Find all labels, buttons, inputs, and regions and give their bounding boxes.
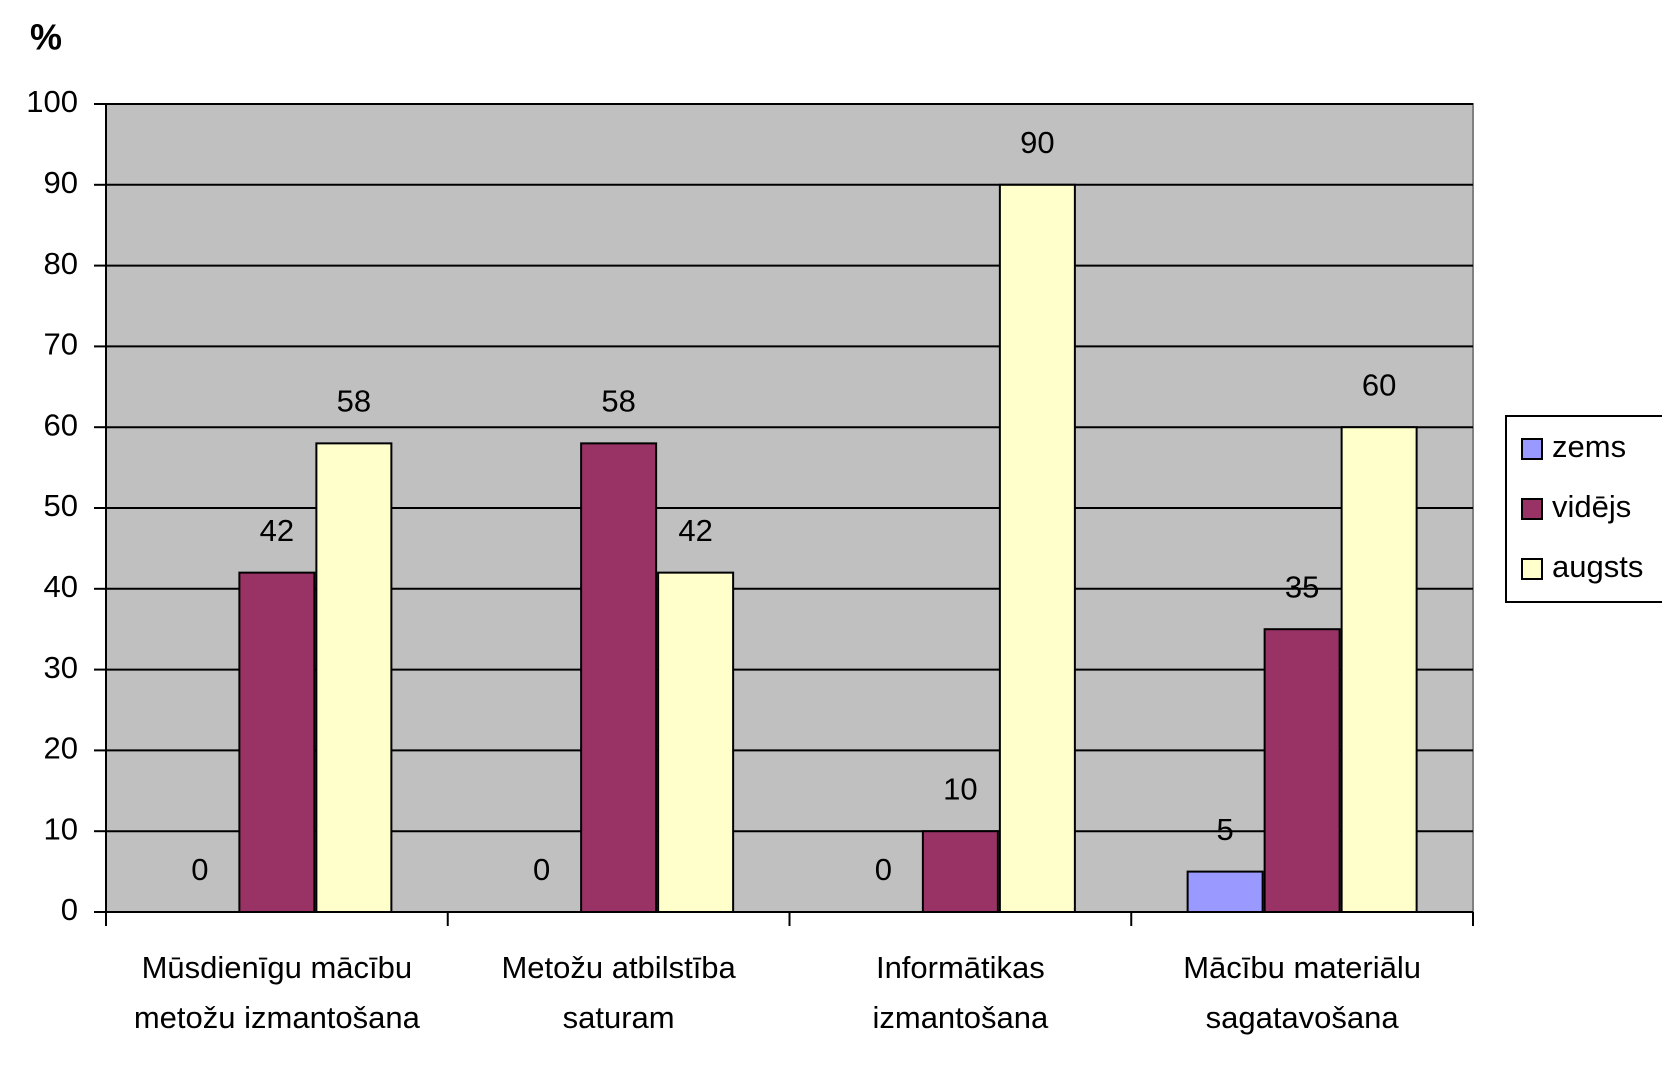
data-label: 0: [533, 852, 550, 887]
data-label: 10: [943, 771, 977, 806]
bar: [1263, 628, 1341, 913]
bar: [1340, 426, 1418, 913]
y-tick-label: 60: [44, 407, 78, 442]
y-tick-label: 80: [44, 246, 78, 281]
legend-label: vidējs: [1552, 489, 1631, 524]
data-label: 58: [601, 384, 635, 419]
bar: [238, 571, 316, 913]
bar: [657, 571, 735, 913]
data-label: 0: [191, 852, 208, 887]
y-tick-label: 90: [44, 165, 78, 200]
y-tick-label: 40: [44, 569, 78, 604]
legend-swatch: [1521, 558, 1543, 580]
legend-label: augsts: [1552, 549, 1643, 584]
x-tick-label: Mūsdienīgu mācību metožu izmantošana: [133, 950, 420, 1035]
bar: [315, 442, 393, 913]
data-label: 42: [678, 513, 712, 548]
y-tick-label: 100: [26, 84, 78, 119]
y-tick-label: 50: [44, 488, 78, 523]
data-label: 5: [1217, 812, 1234, 847]
y-tick-label: 0: [61, 892, 78, 927]
y-tick-label: 30: [44, 650, 78, 685]
x-tick-label: Metožu atbilstība saturam: [501, 950, 736, 1035]
bar: [921, 830, 999, 914]
y-tick-label: 10: [44, 811, 78, 846]
data-label: 90: [1020, 125, 1054, 160]
y-tick-label: 20: [44, 731, 78, 766]
bar: [1186, 870, 1264, 913]
data-label: 0: [875, 852, 892, 887]
x-tick-label: Informātikas izmantošana: [872, 950, 1049, 1035]
y-tick-label: 70: [44, 327, 78, 362]
data-label: 35: [1285, 569, 1319, 604]
y-axis-label: %: [30, 17, 62, 58]
data-label: 58: [337, 384, 371, 419]
data-label: 60: [1362, 367, 1396, 402]
bar: [580, 442, 658, 913]
legend-label: zems: [1552, 429, 1626, 464]
legend-swatch: [1521, 438, 1543, 460]
x-tick-label: Mācību materiālu sagatavošana: [1183, 950, 1422, 1035]
legend-swatch: [1521, 498, 1543, 520]
data-label: 42: [260, 513, 294, 548]
bar: [998, 183, 1076, 914]
